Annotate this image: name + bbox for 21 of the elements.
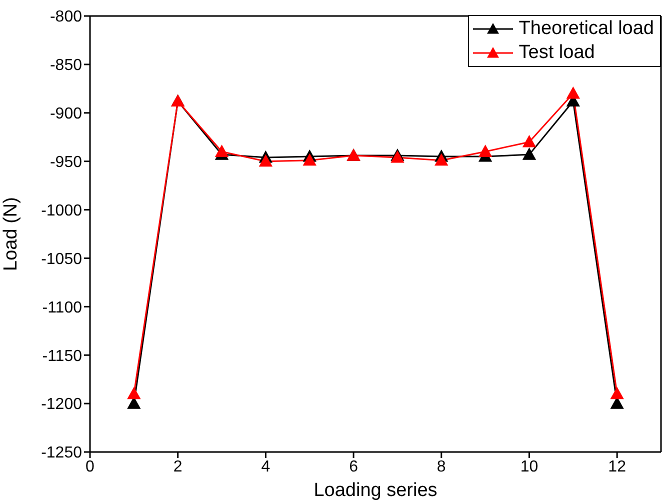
x-tick-label: 12 (608, 458, 626, 476)
x-tick-label: 0 (86, 458, 95, 476)
x-tick-label: 10 (520, 458, 538, 476)
y-tick-label: -1200 (41, 396, 82, 414)
y-tick-label: -800 (50, 8, 82, 26)
x-axis-title: Loading series (314, 480, 438, 501)
legend-label: Theoretical load (518, 17, 654, 41)
y-tick-label: -1250 (41, 444, 82, 462)
y-tick-label: -950 (50, 154, 82, 172)
y-tick-label: -1100 (42, 299, 82, 316)
x-tick-label: 8 (436, 458, 446, 476)
y-tick-label: -850 (50, 57, 82, 74)
x-tick-label: 4 (261, 458, 270, 476)
x-tick-label: 2 (173, 458, 182, 476)
y-tick-label: -900 (50, 106, 82, 123)
y-tick-label: -1050 (41, 250, 82, 268)
y-tick-label: -1000 (41, 202, 82, 220)
legend-label: Test load (518, 41, 595, 65)
y-axis-title: Load (N) (0, 197, 22, 271)
y-tick-label: -1150 (42, 348, 82, 365)
x-tick-label: 6 (349, 458, 358, 476)
